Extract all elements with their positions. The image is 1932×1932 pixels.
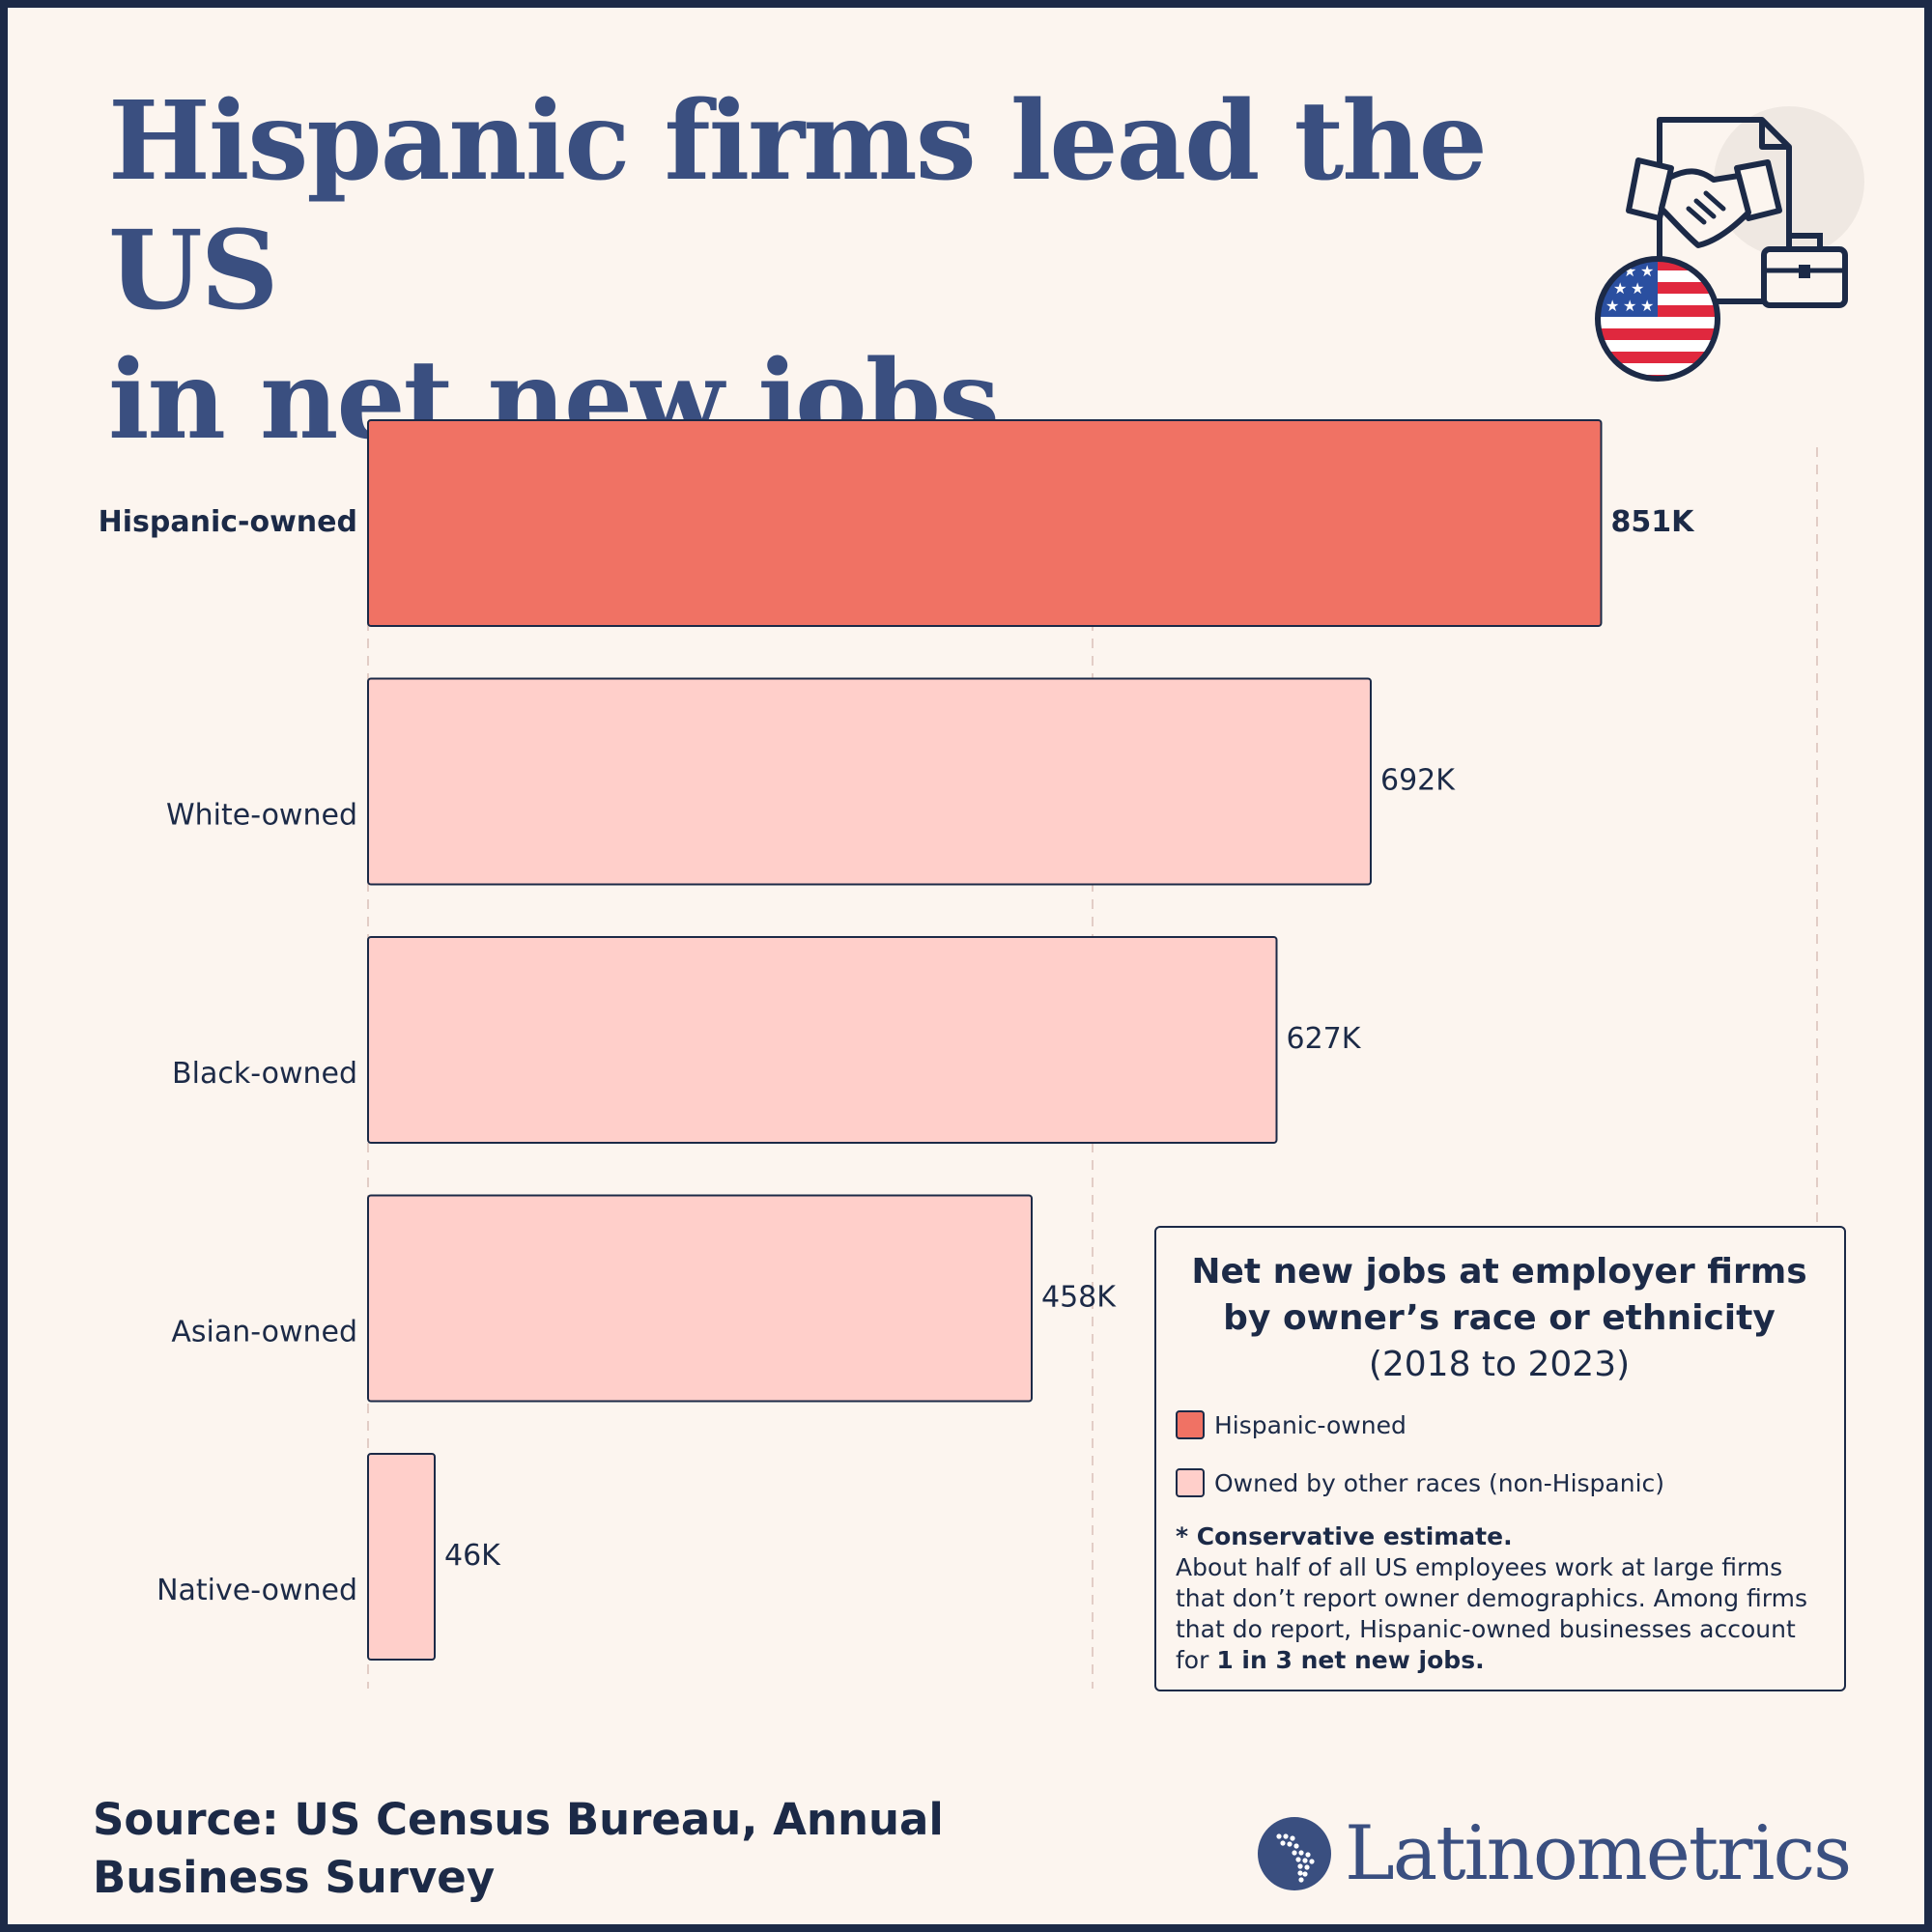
brand-name: Latinometrics [1345, 1810, 1852, 1897]
note-body: About half of all US employees work at l… [1176, 1553, 1807, 1674]
note-emphasis: 1 in 3 net new jobs. [1216, 1646, 1485, 1674]
category-label-white-owned: White-owned [166, 799, 357, 833]
legend-item-other: Owned by other races (non-Hispanic) [1176, 1463, 1823, 1502]
legend-label-other: Owned by other races (non-Hispanic) [1214, 1468, 1665, 1497]
legend-swatch-hispanic [1176, 1410, 1205, 1439]
category-label-asian-owned: Asian-owned [171, 1316, 357, 1350]
category-label-black-owned: Black-owned [172, 1057, 357, 1091]
note-heading: * Conservative estimate. [1176, 1522, 1513, 1550]
category-label-hispanic-owned: Hispanic-owned [99, 505, 357, 539]
legend-title: Net new jobs at employer firms by owner’… [1191, 1252, 1807, 1338]
latin-america-map-icon [1258, 1817, 1331, 1890]
bar-asian-owned [367, 1194, 1033, 1403]
svg-text:★: ★ [1631, 279, 1644, 298]
value-label-black-owned: 627K [1287, 1022, 1362, 1056]
svg-text:★: ★ [1640, 297, 1654, 315]
value-label-native-owned: 46K [444, 1539, 501, 1573]
legend-label-hispanic: Hispanic-owned [1214, 1410, 1406, 1439]
value-label-asian-owned: 458K [1041, 1281, 1117, 1315]
value-label-white-owned: 692K [1380, 764, 1456, 798]
infographic-page: Hispanic firms lead the US in net new jo… [8, 8, 1924, 1924]
bar-chart: Hispanic-owned 851K White-owned 692K Black-o… [99, 419, 1818, 1689]
legend-item-hispanic: Hispanic-owned [1176, 1406, 1823, 1444]
bar-native-owned [367, 1453, 436, 1661]
legend-box: Net new jobs at employer firms by owner’… [1154, 1226, 1846, 1691]
source-citation: Source: US Census Bureau, Annual Busines… [93, 1794, 944, 1903]
bar-white-owned [367, 677, 1372, 886]
svg-text:★: ★ [1605, 297, 1619, 315]
svg-text:★: ★ [1613, 279, 1627, 298]
handshake-contract-icon: ★ ★ ★ ★ ★ ★ ★ ★ [1595, 106, 1864, 382]
legend-swatch-other [1176, 1468, 1205, 1497]
value-label-hispanic-owned: 851K [1611, 505, 1696, 539]
bar-hispanic-owned [367, 419, 1603, 627]
category-label-native-owned: Native-owned [156, 1574, 357, 1607]
svg-text:★: ★ [1623, 297, 1636, 315]
us-flag-icon: ★ ★ ★ ★ ★ ★ ★ ★ [1595, 256, 1720, 382]
bar-black-owned [367, 936, 1278, 1144]
legend-subtitle: (2018 to 2023) [1368, 1345, 1631, 1384]
brand-logo: Latinometrics [1258, 1810, 1852, 1897]
page-title-line-1: Hispanic firms lead the US [108, 78, 1488, 334]
svg-text:★: ★ [1640, 262, 1654, 280]
estimate-note: * Conservative estimate. About half of a… [1176, 1521, 1823, 1676]
